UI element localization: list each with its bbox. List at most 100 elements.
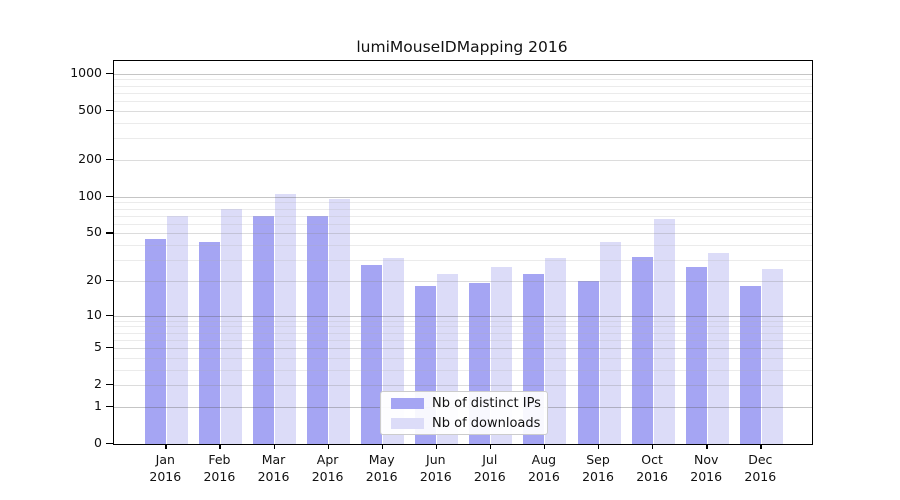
y-tick-label-10: 10 xyxy=(86,306,102,322)
y-tick-500 xyxy=(106,109,113,112)
x-tick-jan xyxy=(165,444,167,450)
gridline-6 xyxy=(114,339,812,341)
gridline-10 xyxy=(114,315,812,317)
bar-dec-ips xyxy=(739,286,761,444)
bar-sep-ips xyxy=(577,280,599,444)
gridline-2 xyxy=(114,385,812,387)
x-tick-label-sep: Sep 2016 xyxy=(582,452,614,484)
gridline-50 xyxy=(114,233,812,235)
legend-swatch-distinct-ips xyxy=(391,397,424,409)
y-tick-50 xyxy=(106,232,113,234)
bar-aug-downloads xyxy=(545,258,567,444)
y-tick-label-0: 0 xyxy=(94,435,102,450)
y-tick-label-1: 1 xyxy=(94,397,102,413)
legend-label-distinct-ips: Nb of distinct IPs xyxy=(432,395,541,411)
x-tick-label-apr: Apr 2016 xyxy=(311,452,344,484)
x-tick-label-jul: Jul 2016 xyxy=(473,452,506,484)
legend-row-downloads: Nb of downloads xyxy=(381,415,547,432)
bar-jan-ips xyxy=(144,238,166,444)
gridline-40 xyxy=(114,245,812,246)
gridline-4 xyxy=(114,357,812,359)
y-tick-200 xyxy=(106,158,113,161)
bar-mar-downloads xyxy=(274,194,296,444)
gridline-9 xyxy=(114,320,812,322)
x-tick-label-may: May 2016 xyxy=(365,452,398,484)
x-tick-jul xyxy=(489,444,492,450)
x-tick-label-nov: Nov 2016 xyxy=(690,452,723,484)
y-tick-label-200: 200 xyxy=(78,150,102,166)
y-tick-100 xyxy=(106,195,113,197)
y-tick-10 xyxy=(106,314,113,316)
gridline-400 xyxy=(114,122,812,124)
gridline-90 xyxy=(114,202,812,204)
x-tick-mar xyxy=(273,444,275,450)
bar-apr-downloads xyxy=(329,198,351,444)
gridline-80 xyxy=(114,208,812,210)
gridline-800 xyxy=(114,85,812,87)
y-tick-5 xyxy=(106,347,113,349)
y-tick-label-20: 20 xyxy=(86,271,102,287)
y-tick-1000 xyxy=(106,72,113,75)
gridline-600 xyxy=(114,101,812,102)
y-tick-2 xyxy=(106,384,113,386)
x-tick-label-jun: Jun 2016 xyxy=(419,452,452,484)
bar-sep-downloads xyxy=(599,242,621,444)
gridline-30 xyxy=(114,259,812,261)
x-tick-label-feb: Feb 2016 xyxy=(203,452,236,484)
gridline-8 xyxy=(114,326,812,328)
legend-swatch-downloads xyxy=(391,417,424,429)
gridline-300 xyxy=(114,138,812,140)
x-tick-aug xyxy=(543,444,546,450)
y-tick-label-5: 5 xyxy=(94,339,102,354)
x-tick-label-mar: Mar 2016 xyxy=(257,452,290,484)
x-tick-nov xyxy=(706,444,708,450)
bar-oct-ips xyxy=(631,256,653,444)
bar-feb-ips xyxy=(198,242,220,444)
y-tick-label-50: 50 xyxy=(86,224,102,240)
legend-label-downloads: Nb of downloads xyxy=(432,415,541,431)
bar-nov-ips xyxy=(685,267,707,444)
gridline-60 xyxy=(114,223,812,225)
bar-mar-ips xyxy=(252,215,274,444)
bar-may-ips xyxy=(361,265,383,444)
x-tick-apr xyxy=(327,444,329,450)
gridline-700 xyxy=(114,92,812,94)
x-tick-label-aug: Aug 2016 xyxy=(527,452,560,484)
gridline-70 xyxy=(114,215,812,217)
bar-apr-ips xyxy=(307,216,329,444)
bar-dec-downloads xyxy=(761,269,783,444)
plot-area: Nb of distinct IPs Nb of downloads xyxy=(113,60,813,445)
x-tick-dec xyxy=(760,444,762,450)
chart-title: lumiMouseIDMapping 2016 xyxy=(356,38,568,56)
gridline-3 xyxy=(114,369,812,371)
x-tick-jun xyxy=(435,444,438,450)
gridline-5 xyxy=(114,348,812,349)
x-tick-oct xyxy=(652,444,654,450)
x-tick-sep xyxy=(598,444,600,450)
gridline-900 xyxy=(114,79,812,81)
x-tick-label-jan: Jan 2016 xyxy=(149,452,182,484)
x-tick-label-dec: Dec 2016 xyxy=(744,452,777,484)
x-tick-label-oct: Oct 2016 xyxy=(636,452,668,484)
bar-feb-downloads xyxy=(220,208,242,444)
bar-nov-downloads xyxy=(707,253,729,444)
gridline-1000 xyxy=(114,73,812,75)
y-tick-0 xyxy=(106,443,113,445)
y-tick-label-1000: 1000 xyxy=(70,64,102,80)
y-tick-label-100: 100 xyxy=(78,187,102,203)
gridline-100 xyxy=(114,196,812,198)
y-tick-1 xyxy=(106,405,113,408)
legend: Nb of distinct IPs Nb of downloads xyxy=(380,391,548,435)
x-tick-may xyxy=(381,444,384,450)
y-tick-label-500: 500 xyxy=(78,101,102,117)
y-tick-20 xyxy=(106,279,113,282)
gridline-7 xyxy=(114,332,812,334)
bar-oct-downloads xyxy=(653,218,675,444)
gridline-200 xyxy=(114,159,812,161)
gridline-20 xyxy=(114,280,812,282)
bar-jan-downloads xyxy=(166,215,188,444)
gridline-500 xyxy=(114,110,812,112)
x-tick-feb xyxy=(219,444,221,450)
legend-row-distinct-ips: Nb of distinct IPs xyxy=(381,395,547,412)
